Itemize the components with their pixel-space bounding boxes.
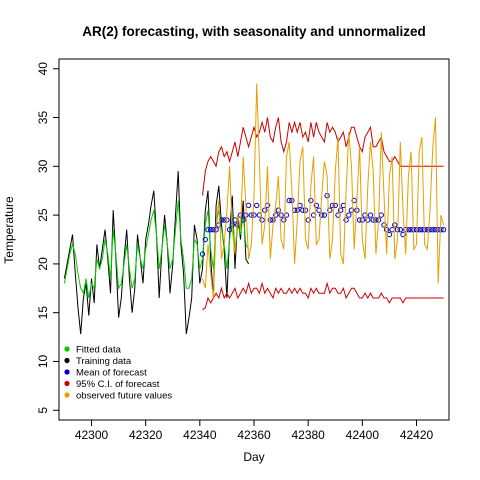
chart-title: AR(2) forecasting, with seasonality and … — [82, 24, 426, 39]
forecast-mean-point — [348, 207, 355, 213]
x-axis: 42300 42320 42340 42360 42380 42400 42420 — [75, 419, 434, 442]
y-tick-label: 25 — [36, 208, 50, 222]
x-axis-label: Day — [243, 450, 264, 464]
forecast-mean-point — [359, 217, 365, 223]
legend-item: Mean of forecast — [64, 367, 147, 378]
forecast-mean-point — [384, 227, 390, 233]
forecast-mean-point — [202, 236, 209, 243]
forecast-mean-point — [278, 212, 284, 218]
legend-swatch — [64, 380, 70, 387]
forecast-mean-point — [259, 217, 265, 223]
forecast-mean-point — [427, 227, 433, 233]
forecast-mean-point — [329, 202, 336, 209]
95-c-i-of-forecast-lower-line — [202, 281, 444, 311]
forecast-mean-point — [321, 212, 328, 218]
fitted-data-line — [63, 200, 250, 299]
95-c-i-of-forecast-upper-line — [202, 117, 444, 196]
forecast-mean-point — [338, 207, 344, 213]
series-observed-future-values — [202, 83, 445, 299]
series-layer — [63, 83, 447, 335]
x-tick-label: 42420 — [400, 428, 434, 442]
legend-swatch — [64, 357, 70, 364]
forecast-mean-point — [308, 197, 314, 204]
legend-item: Training data — [64, 356, 132, 367]
x-tick-label: 42380 — [291, 428, 325, 442]
x-tick-label: 42340 — [183, 428, 217, 442]
y-tick-label: 5 — [36, 407, 50, 414]
y-tick-label: 10 — [36, 354, 50, 368]
forecast-mean-point — [275, 207, 282, 213]
forecast-mean-point — [343, 217, 349, 223]
forecast-mean-point — [324, 192, 330, 199]
forecast-mean-point — [224, 217, 230, 223]
forecast-mean-point — [273, 212, 279, 218]
forecast-mean-point — [208, 227, 214, 233]
legend-label: Mean of forecast — [76, 367, 147, 378]
legend-swatch — [64, 346, 70, 352]
forecast-mean-point — [248, 212, 255, 218]
legend-swatch — [64, 369, 70, 375]
legend-item: 95% C.I. of forecast — [64, 379, 160, 390]
forecast-mean-point — [327, 207, 333, 213]
y-tick-label: 30 — [36, 159, 50, 173]
y-tick-label: 20 — [36, 257, 50, 271]
x-tick-label: 42400 — [346, 428, 380, 442]
forecast-mean-point — [251, 212, 257, 218]
forecast-mean-point — [367, 212, 374, 218]
forecast-mean-point — [362, 212, 368, 218]
forecast-mean-point — [267, 217, 273, 223]
forecast-mean-point — [281, 217, 287, 223]
forecast-mean-point — [370, 217, 376, 223]
series-fitted-data — [63, 200, 250, 299]
forecast-mean-point — [440, 227, 447, 233]
series-95-c-i-of-forecast-upper — [202, 117, 444, 196]
forecast-mean-point — [430, 227, 436, 233]
y-tick-label: 35 — [36, 111, 50, 125]
legend-item: observed future values — [64, 390, 172, 401]
observed-future-values-line — [202, 83, 445, 299]
forecast-mean-point — [305, 217, 311, 223]
forecast-mean-point — [400, 231, 406, 238]
forecast-mean-point — [262, 207, 268, 213]
forecast-mean-point — [346, 212, 352, 218]
y-tick-label: 15 — [36, 306, 50, 320]
forecast-mean-point — [313, 202, 319, 209]
forecast-mean-point — [302, 207, 309, 213]
legend-label: Fitted data — [76, 344, 122, 355]
legend-label: Training data — [76, 356, 132, 367]
forecast-mean-point — [205, 227, 211, 233]
x-tick-label: 42300 — [75, 428, 109, 442]
x-tick-label: 42360 — [237, 428, 271, 442]
forecast-mean-point — [381, 222, 387, 228]
legend-swatch — [64, 392, 70, 398]
forecast-mean-point — [254, 202, 260, 209]
legend-label: observed future values — [76, 390, 172, 401]
legend-label: 95% C.I. of forecast — [76, 379, 160, 390]
forecast-mean-point — [199, 251, 206, 257]
forecast-mean-point — [286, 197, 292, 204]
y-tick-label: 40 — [36, 62, 50, 76]
forecast-mean-point — [332, 202, 338, 209]
forecast-mean-point — [319, 212, 325, 218]
x-tick-label: 42320 — [129, 428, 163, 442]
forecast-mean-point — [403, 227, 409, 233]
series-95-c-i-of-forecast-lower — [202, 281, 444, 311]
forecast-mean-point — [392, 222, 398, 228]
y-axis: 5 10 15 20 25 30 35 40 — [36, 62, 60, 414]
forecast-mean-point — [424, 227, 430, 233]
forecast-mean-point — [365, 217, 371, 223]
legend-item: Fitted data — [64, 344, 122, 355]
y-axis-label: Temperature — [2, 196, 16, 264]
